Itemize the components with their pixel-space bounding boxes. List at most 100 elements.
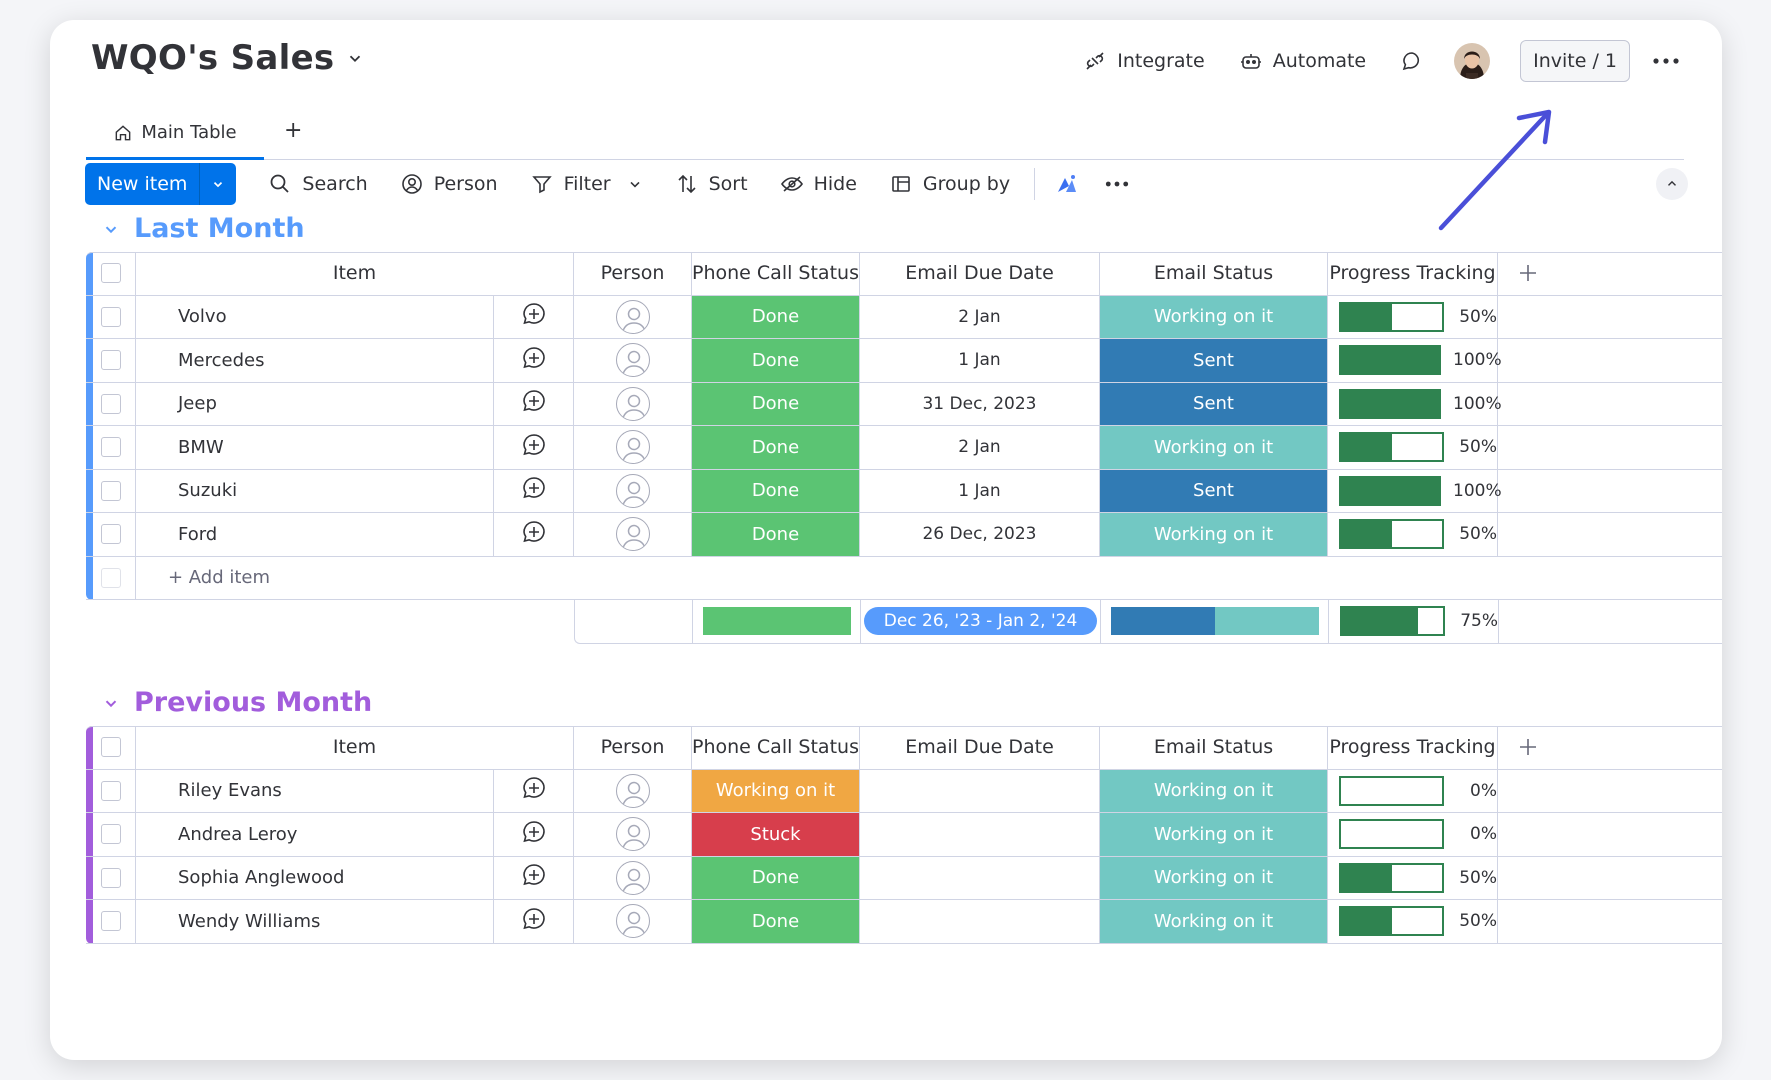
email-status-label[interactable]: Working on it	[1100, 295, 1327, 338]
email-status-label[interactable]: Working on it	[1100, 513, 1327, 556]
add-update-icon[interactable]	[521, 862, 547, 893]
item-updates-cell[interactable]	[494, 426, 574, 469]
add-update-icon[interactable]	[521, 519, 547, 550]
phone-call-status-cell[interactable]: Working on it	[692, 769, 860, 812]
email-status-cell[interactable]: Sent	[1100, 382, 1328, 425]
select-all-checkbox[interactable]	[100, 737, 121, 758]
search-button[interactable]: Search	[268, 172, 368, 196]
phone-call-status-cell[interactable]: Done	[692, 900, 860, 943]
person-cell[interactable]	[574, 769, 692, 812]
ai-assistant-button[interactable]	[1055, 172, 1079, 196]
email-status-cell[interactable]: Working on it	[1100, 426, 1328, 469]
more-options-icon[interactable]	[1650, 45, 1682, 77]
board-title-row[interactable]: WQO's Sales	[91, 38, 364, 78]
email-status-label[interactable]: Working on it	[1100, 900, 1327, 943]
email-due-date-cell[interactable]: 1 Jan	[860, 339, 1100, 382]
item-name-cell[interactable]: Riley Evans	[136, 769, 494, 812]
row-checkbox[interactable]	[100, 524, 121, 545]
item-updates-cell[interactable]	[494, 469, 574, 512]
person-cell[interactable]	[574, 513, 692, 556]
email-due-date-cell[interactable]	[860, 900, 1100, 943]
chevron-down-icon[interactable]	[346, 49, 364, 67]
email-due-date-cell[interactable]: 31 Dec, 2023	[860, 382, 1100, 425]
email-due-date[interactable]: 1 Jan	[958, 350, 1001, 371]
email-status-cell[interactable]: Sent	[1100, 339, 1328, 382]
email-due-date-cell[interactable]	[860, 769, 1100, 812]
item-name-cell[interactable]: Wendy Williams	[136, 900, 494, 943]
row-checkbox[interactable]	[100, 480, 121, 501]
add-update-icon[interactable]	[521, 345, 547, 376]
column-header-email-date[interactable]: Email Due Date	[860, 726, 1100, 769]
phone-call-status-cell[interactable]: Done	[692, 339, 860, 382]
column-header-email-status[interactable]: Email Status	[1100, 252, 1328, 295]
row-checkbox-cell[interactable]	[86, 813, 136, 856]
email-status-label[interactable]: Working on it	[1100, 813, 1327, 856]
person-cell[interactable]	[574, 295, 692, 338]
user-avatar[interactable]	[1454, 43, 1491, 79]
invite-button[interactable]: Invite / 1	[1520, 40, 1630, 82]
phone-status-label[interactable]: Done	[692, 469, 859, 512]
item-name-cell[interactable]: Jeep	[136, 382, 494, 425]
column-header-progress[interactable]: Progress Tracking	[1328, 726, 1498, 769]
column-header-progress[interactable]: Progress Tracking	[1328, 252, 1498, 295]
chevron-down-icon[interactable]	[102, 694, 120, 712]
group-header-last-month[interactable]: Last Month	[102, 213, 305, 244]
add-column-button[interactable]	[1498, 252, 1558, 295]
item-name[interactable]: Suzuki	[178, 480, 238, 502]
person-avatar-icon[interactable]	[615, 343, 650, 378]
email-due-date-cell[interactable]: 26 Dec, 2023	[860, 513, 1100, 556]
add-update-icon[interactable]	[521, 775, 547, 806]
person-avatar-icon[interactable]	[615, 299, 650, 334]
item-updates-cell[interactable]	[494, 295, 574, 338]
item-name-cell[interactable]: Volvo	[136, 295, 494, 338]
item-name-cell[interactable]: Ford	[136, 513, 494, 556]
add-update-icon[interactable]	[521, 906, 547, 937]
item-updates-cell[interactable]	[494, 769, 574, 812]
item-name[interactable]: Mercedes	[178, 349, 265, 371]
add-update-icon[interactable]	[521, 432, 547, 463]
tab-main-table[interactable]: Main Table	[86, 108, 264, 160]
row-checkbox[interactable]	[100, 867, 121, 888]
person-cell[interactable]	[574, 469, 692, 512]
row-checkbox[interactable]	[100, 306, 121, 327]
item-updates-cell[interactable]	[494, 382, 574, 425]
add-view-button[interactable]: +	[284, 118, 303, 143]
email-due-date[interactable]: 1 Jan	[958, 480, 1001, 501]
column-header-person[interactable]: Person	[574, 726, 692, 769]
row-checkbox-cell[interactable]	[86, 900, 136, 943]
column-header-phone[interactable]: Phone Call Status	[692, 252, 860, 295]
item-name[interactable]: Sophia Anglewood	[178, 867, 345, 889]
hide-button[interactable]: Hide	[780, 172, 857, 196]
row-checkbox[interactable]	[100, 824, 121, 845]
column-header-email-status[interactable]: Email Status	[1100, 726, 1328, 769]
email-status-cell[interactable]: Sent	[1100, 469, 1328, 512]
email-status-label[interactable]: Working on it	[1100, 426, 1327, 469]
new-item-label[interactable]: New item	[85, 163, 201, 205]
email-status-label[interactable]: Sent	[1100, 469, 1327, 512]
email-due-date-cell[interactable]: 2 Jan	[860, 295, 1100, 338]
add-item-cell[interactable]: + Add item	[136, 557, 1722, 600]
email-due-date-cell[interactable]	[860, 813, 1100, 856]
item-updates-cell[interactable]	[494, 813, 574, 856]
person-cell[interactable]	[574, 339, 692, 382]
person-cell[interactable]	[574, 900, 692, 943]
phone-call-status-cell[interactable]: Done	[692, 856, 860, 899]
email-due-date-cell[interactable]	[860, 856, 1100, 899]
column-header-item[interactable]: Item	[136, 252, 574, 295]
email-due-date[interactable]: 2 Jan	[958, 437, 1001, 458]
email-status-label[interactable]: Working on it	[1100, 769, 1327, 812]
phone-status-label[interactable]: Done	[692, 295, 859, 338]
email-status-label[interactable]: Working on it	[1100, 856, 1327, 899]
select-all-checkbox[interactable]	[100, 263, 121, 284]
row-checkbox[interactable]	[100, 393, 121, 414]
item-updates-cell[interactable]	[494, 856, 574, 899]
phone-status-label[interactable]: Stuck	[692, 813, 859, 856]
updates-button[interactable]	[1400, 49, 1424, 73]
sort-button[interactable]: Sort	[675, 172, 748, 196]
email-status-cell[interactable]: Working on it	[1100, 900, 1328, 943]
item-name[interactable]: Wendy Williams	[178, 910, 321, 932]
filter-button[interactable]: Filter	[530, 172, 643, 196]
item-name[interactable]: Andrea Leroy	[178, 823, 298, 845]
column-header-item[interactable]: Item	[136, 726, 574, 769]
email-status-cell[interactable]: Working on it	[1100, 813, 1328, 856]
